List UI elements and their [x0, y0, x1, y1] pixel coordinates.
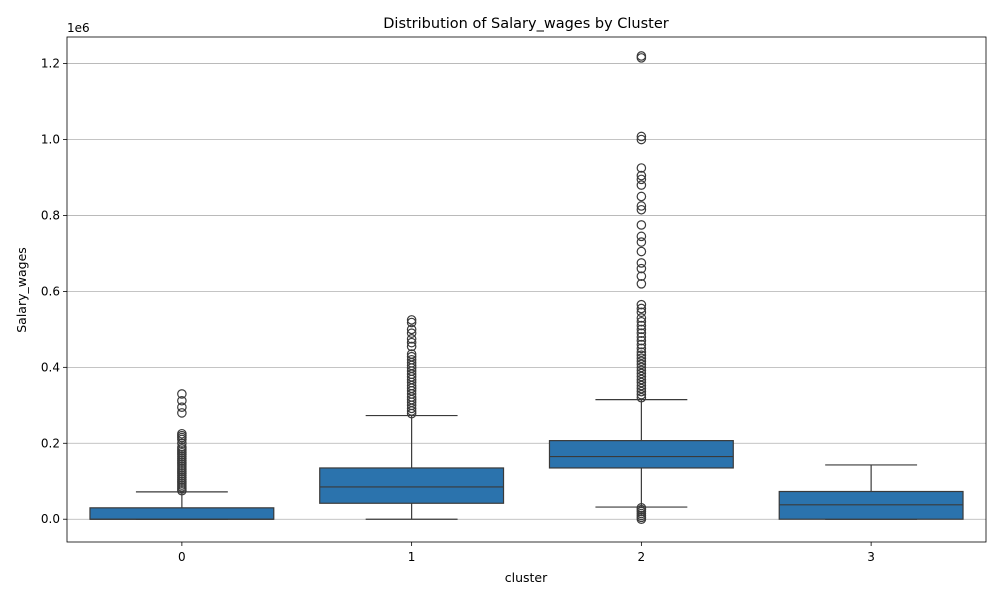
- outlier-point: [636, 339, 647, 350]
- iqr-box: [89, 507, 275, 520]
- x-tick-label: 2: [638, 550, 646, 564]
- outlier-point: [406, 324, 417, 335]
- outlier-point: [636, 51, 647, 61]
- x-tick-label: 0: [178, 550, 186, 564]
- outlier-point: [636, 380, 647, 391]
- outlier-point: [636, 237, 647, 247]
- outlier-point: [406, 349, 417, 359]
- y-tick-label: 0.4: [41, 360, 60, 374]
- outlier-point: [636, 299, 647, 310]
- x-tick-label: 1: [408, 550, 416, 564]
- outlier-point: [636, 320, 647, 331]
- x-tick-label: 3: [867, 550, 875, 564]
- outlier-point: [636, 316, 647, 327]
- outlier-point: [406, 334, 417, 344]
- outlier-point: [636, 246, 647, 257]
- outlier-point: [636, 374, 647, 385]
- outlier-point: [636, 313, 647, 323]
- outlier-point: [636, 201, 647, 211]
- outlier-point: [406, 315, 417, 325]
- outlier-point: [177, 438, 187, 449]
- outlier-point: [636, 180, 647, 190]
- outlier-point: [636, 279, 647, 289]
- outlier-point: [636, 335, 647, 346]
- outlier-point: [636, 392, 647, 403]
- outlier-point: [636, 163, 647, 173]
- outlier-point: [636, 356, 647, 367]
- outlier-point: [636, 368, 647, 379]
- y-tick-label: 0.2: [41, 436, 60, 450]
- outlier-point: [636, 503, 647, 513]
- outlier-point: [636, 324, 647, 335]
- outlier-point: [177, 408, 187, 418]
- box-cluster-2: [548, 51, 734, 525]
- outlier-point: [636, 263, 647, 274]
- y-tick-label: 0.0: [41, 512, 60, 526]
- outlier-point: [636, 386, 647, 397]
- outlier-point: [636, 131, 647, 142]
- outlier-point: [636, 170, 647, 181]
- y-tick-label: 1.0: [41, 133, 60, 147]
- outlier-point: [636, 353, 647, 364]
- outlier-point: [636, 191, 647, 202]
- outlier-point: [636, 343, 647, 354]
- outlier-point: [636, 303, 647, 314]
- outlier-point: [177, 428, 187, 439]
- box-layer: [89, 51, 964, 525]
- plot-area-frame: [66, 36, 987, 543]
- outlier-point: [636, 347, 647, 357]
- outlier-point: [406, 354, 417, 365]
- x-axis-label: cluster: [505, 570, 548, 585]
- y-tick-label: 0.6: [41, 284, 60, 298]
- box-cluster-0: [89, 389, 275, 520]
- outlier-point: [636, 231, 647, 242]
- outlier-point: [636, 307, 647, 318]
- axis-layer: 0.0 0.2 0.4 0.6 0.8 1.0 1.2 0 1 2 3: [41, 57, 875, 564]
- outlier-point: [636, 359, 647, 370]
- box-cluster-3: [778, 464, 964, 520]
- outlier-point: [636, 220, 647, 230]
- outlier-point: [636, 332, 647, 342]
- outlier-point: [177, 402, 187, 413]
- outlier-point: [406, 351, 417, 362]
- outlier-point: [636, 328, 647, 338]
- iqr-box: [319, 467, 505, 504]
- outlier-point: [177, 395, 187, 406]
- box-cluster-1: [319, 315, 505, 520]
- outlier-point: [636, 362, 647, 373]
- outlier-point: [636, 134, 647, 145]
- outlier-point: [636, 350, 647, 360]
- y-axis-offset-label: 1e6: [67, 21, 90, 35]
- outlier-point: [406, 328, 417, 338]
- outlier-point: [636, 174, 647, 185]
- outlier-point: [406, 337, 417, 348]
- outlier-point: [636, 365, 647, 376]
- outlier-point: [636, 204, 647, 215]
- iqr-box: [548, 440, 734, 469]
- outlier-point: [636, 377, 647, 388]
- outlier-point: [636, 258, 647, 268]
- outlier-point: [177, 442, 187, 452]
- y-axis-label: Salary_wages: [14, 247, 29, 333]
- outlier-point: [636, 383, 647, 394]
- outlier-point: [177, 389, 187, 399]
- y-tick-label: 0.8: [41, 208, 60, 222]
- y-tick-label: 1.2: [41, 57, 60, 71]
- outlier-point: [636, 389, 647, 400]
- outlier-point: [406, 341, 417, 352]
- chart-title: Distribution of Salary_wages by Cluster: [383, 16, 669, 32]
- outlier-point: [636, 271, 647, 282]
- outlier-point: [636, 371, 647, 382]
- outlier-point: [406, 317, 417, 328]
